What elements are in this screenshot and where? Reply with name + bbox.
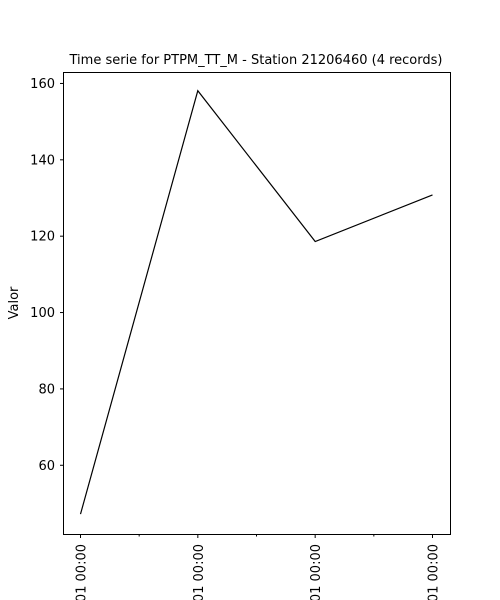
x-tick-label: 01 00:00 bbox=[427, 544, 442, 600]
series-line bbox=[79, 89, 433, 515]
x-tick-label: 01 00:00 bbox=[309, 544, 324, 600]
x-axis: 01 00:00 01 00:00 01 00:00 01 00:00 bbox=[75, 534, 442, 600]
y-axis-label: Valor bbox=[7, 286, 22, 319]
y-tick-label: 120 bbox=[30, 230, 55, 245]
plot-area bbox=[63, 72, 451, 535]
x-tick-label: 01 00:00 bbox=[192, 544, 207, 600]
y-axis: 60 80 100 120 140 160 bbox=[30, 77, 64, 474]
y-tick-label: 140 bbox=[30, 153, 55, 168]
x-tick-label: 01 00:00 bbox=[75, 544, 90, 600]
y-tick-label: 100 bbox=[30, 306, 55, 321]
y-tick-label: 60 bbox=[38, 459, 55, 474]
y-tick-label: 160 bbox=[30, 77, 55, 92]
y-tick-label: 80 bbox=[38, 382, 55, 397]
chart-title: Time serie for PTPM_TT_M - Station 21206… bbox=[69, 53, 443, 68]
series-group bbox=[79, 89, 433, 515]
plot-border bbox=[63, 72, 451, 535]
